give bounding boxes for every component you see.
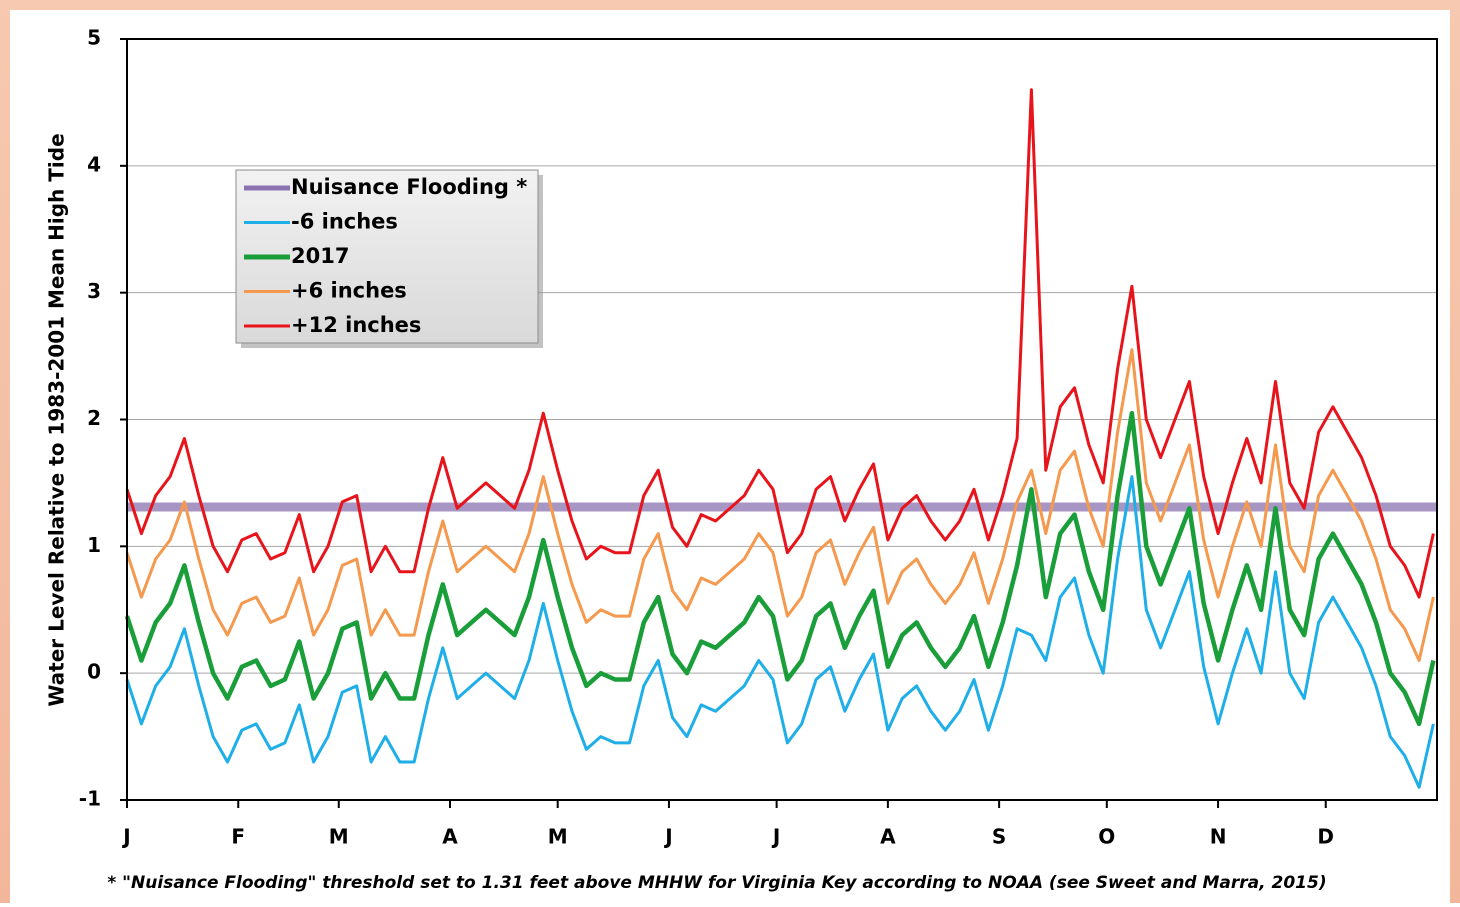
x-tick-label: M bbox=[329, 825, 349, 849]
y-tick-label: 3 bbox=[87, 279, 101, 303]
x-tick-label: S bbox=[992, 825, 1006, 849]
x-tick-label: J bbox=[771, 825, 780, 849]
x-tick-label: O bbox=[1098, 825, 1115, 849]
x-tick-label: A bbox=[880, 825, 896, 849]
x-tick-label: M bbox=[548, 825, 568, 849]
series-line bbox=[124, 410, 1436, 727]
legend-label: Nuisance Flooding * bbox=[291, 175, 527, 199]
x-tick-label: D bbox=[1317, 825, 1334, 849]
y-tick-label: 1 bbox=[87, 533, 101, 557]
y-tick-label: 0 bbox=[87, 660, 101, 684]
x-tick-label: N bbox=[1210, 825, 1227, 849]
series-line bbox=[125, 348, 1435, 662]
legend-label: -6 inches bbox=[291, 210, 398, 234]
x-tick-label: A bbox=[442, 825, 458, 849]
legend-label: +12 inches bbox=[291, 313, 421, 337]
x-tick-label: F bbox=[231, 825, 245, 849]
legend-label: 2017 bbox=[291, 244, 349, 268]
y-tick-label: -1 bbox=[79, 787, 101, 811]
y-tick-label: 5 bbox=[87, 26, 101, 50]
series-line bbox=[125, 88, 1435, 599]
series-line bbox=[125, 475, 1435, 789]
x-tick-label: J bbox=[121, 825, 130, 849]
y-axis-label: Water Level Relative to 1983-2001 Mean H… bbox=[45, 133, 69, 706]
footnote: * "Nuisance Flooding" threshold set to 1… bbox=[107, 873, 1326, 893]
y-tick-label: 2 bbox=[87, 406, 101, 430]
y-tick-label: 4 bbox=[87, 152, 101, 176]
legend-label: +6 inches bbox=[291, 279, 407, 303]
x-tick-label: J bbox=[663, 825, 672, 849]
